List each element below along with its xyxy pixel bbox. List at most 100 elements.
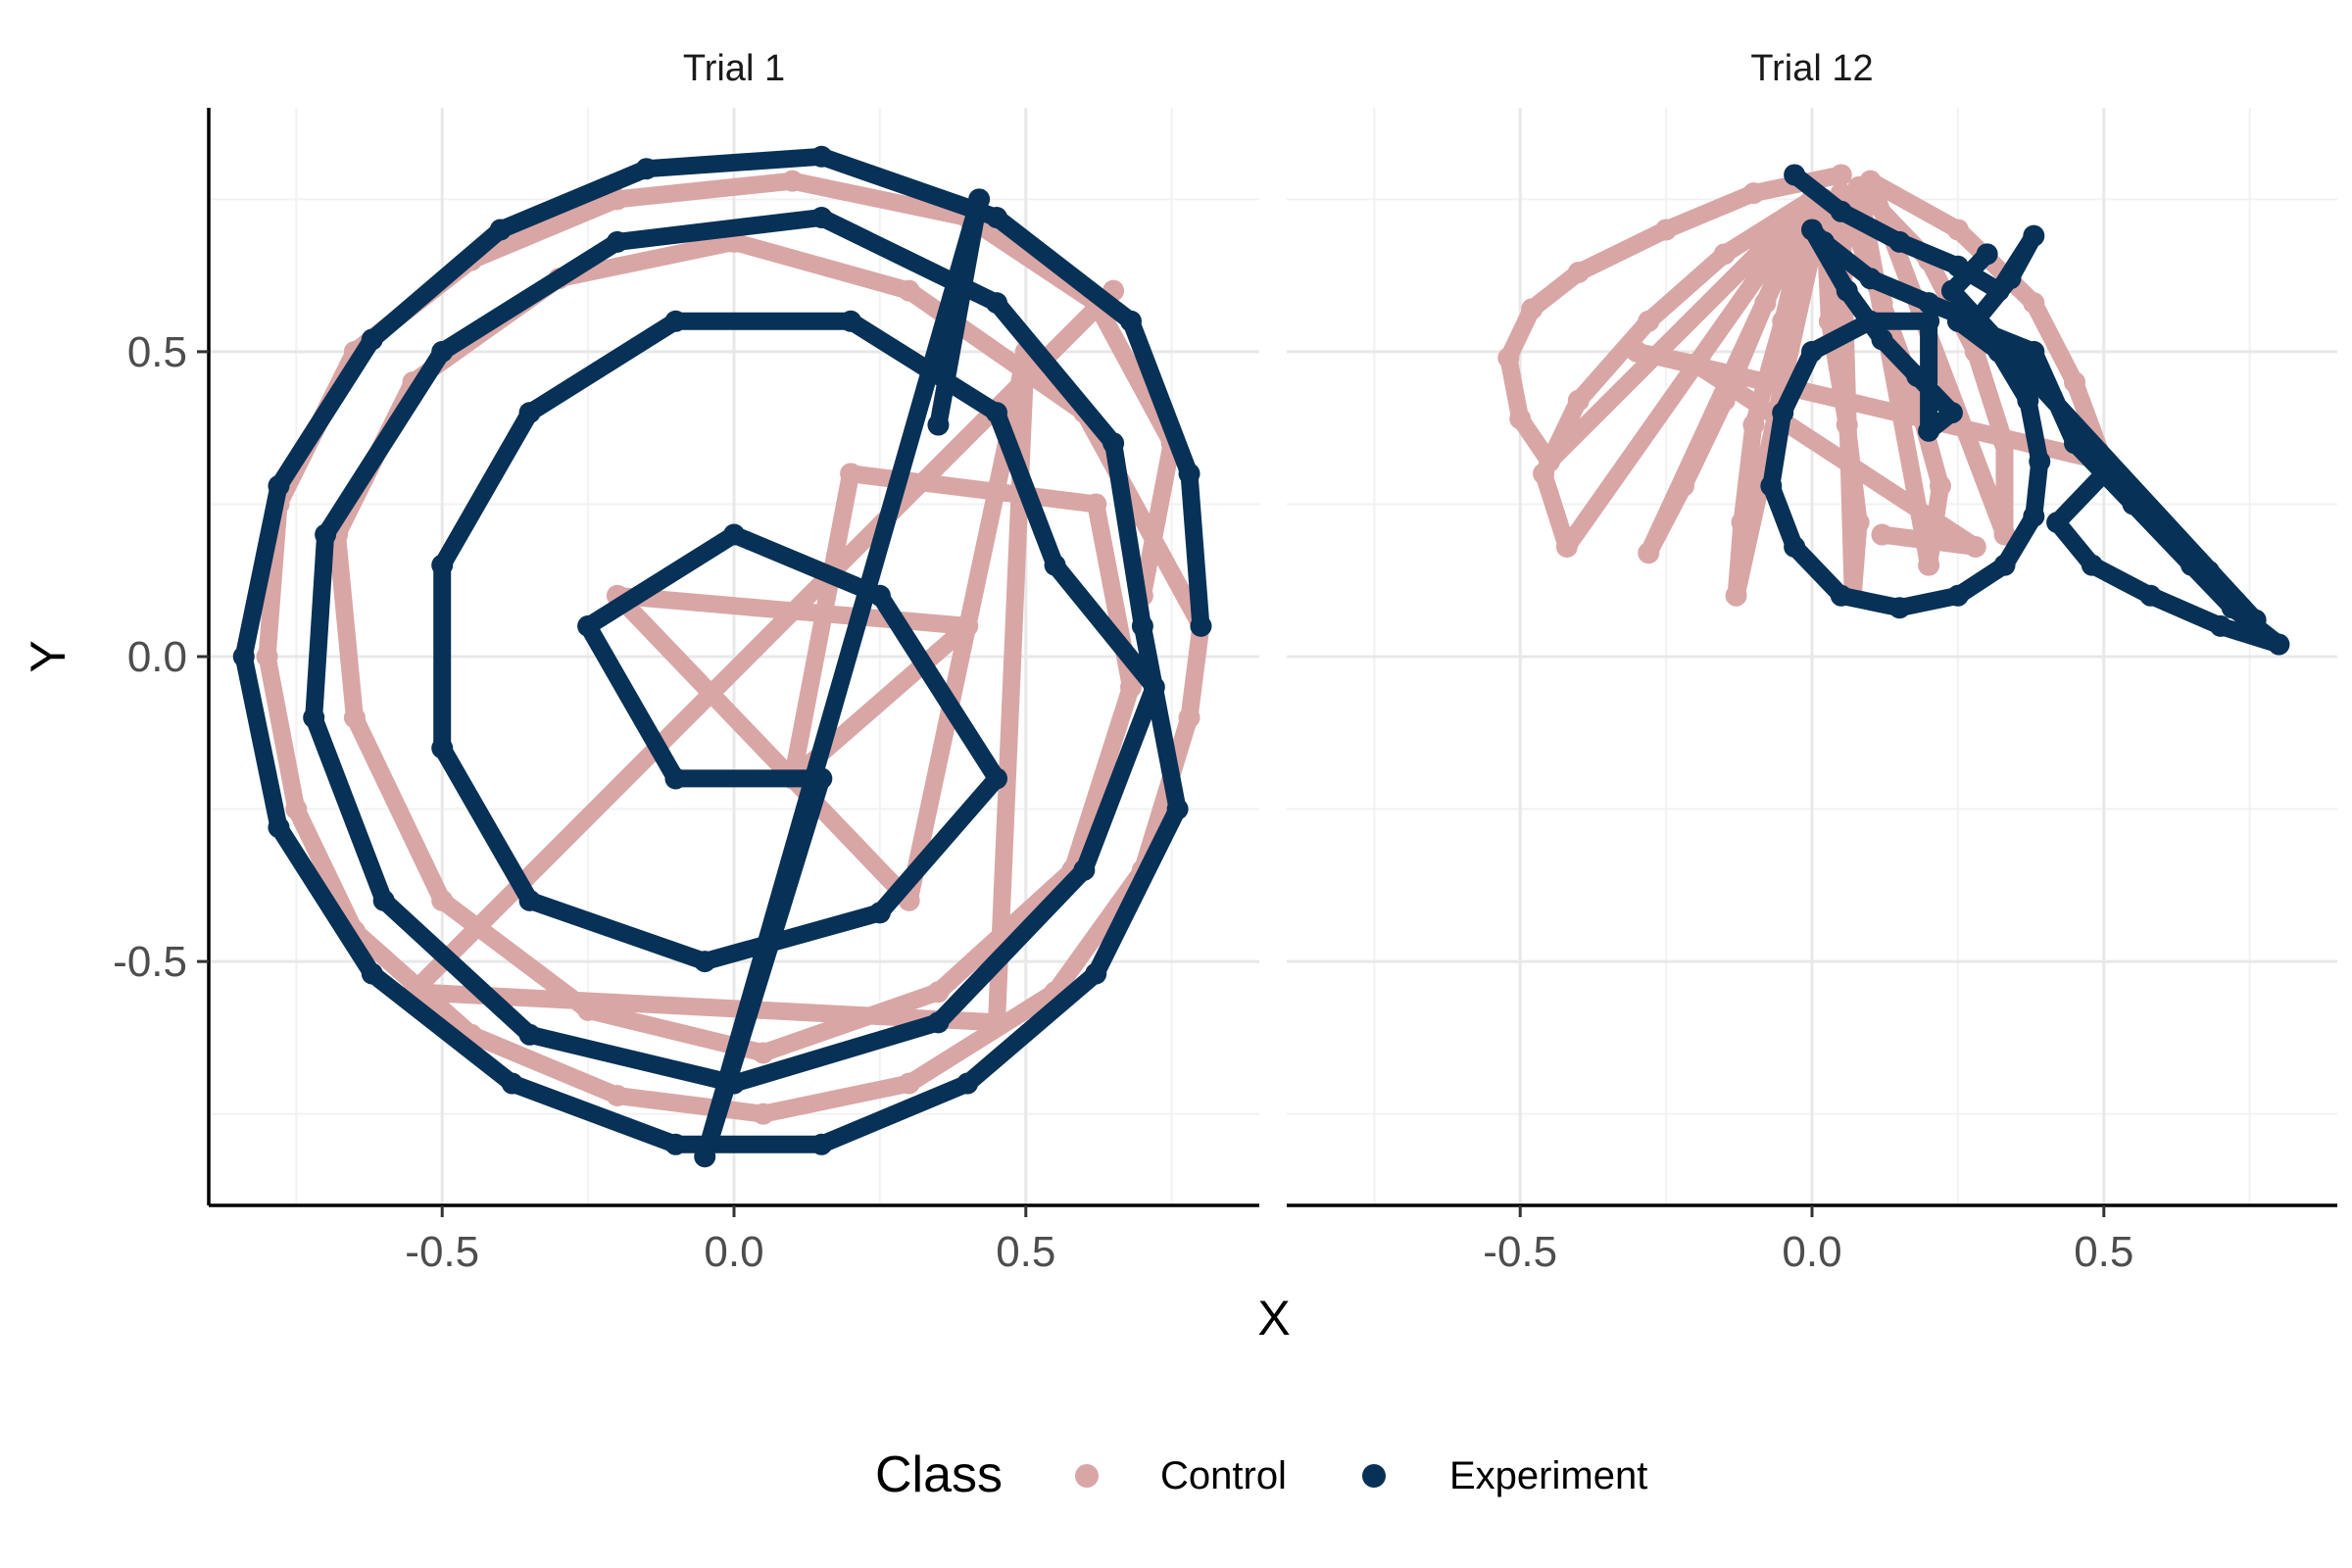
point-experiment: [868, 584, 891, 607]
point-experiment: [810, 207, 833, 228]
point-control: [1684, 353, 1706, 375]
point-experiment: [2180, 554, 2203, 576]
point-control: [1178, 707, 1200, 729]
point-experiment: [361, 962, 383, 985]
point-experiment: [2197, 560, 2220, 582]
legend-key-control: [1075, 1464, 1099, 1488]
point-experiment: [986, 292, 1007, 315]
point-experiment: [635, 158, 658, 180]
x-tick-label: 0.5: [996, 1228, 1055, 1276]
point-experiment: [2023, 340, 2045, 363]
point-experiment: [1918, 419, 1940, 442]
point-control: [840, 463, 862, 485]
point-experiment: [810, 145, 833, 168]
point-experiment: [431, 340, 454, 363]
point-experiment: [840, 310, 862, 332]
point-experiment: [501, 1072, 523, 1095]
point-control: [752, 1042, 774, 1064]
point-experiment: [1830, 584, 1852, 607]
point-experiment: [1859, 310, 1882, 332]
point-control: [431, 889, 454, 911]
point-experiment: [956, 1072, 979, 1095]
legend-title: Class: [875, 1446, 1003, 1503]
point-experiment: [606, 230, 628, 253]
point-experiment: [1918, 310, 1940, 332]
facet-panel-trial-12: Trial 12 -0.5 0.0 0.5: [1287, 48, 2337, 1276]
point-control: [1713, 389, 1736, 412]
point-experiment: [1784, 536, 1806, 558]
legend: Class Control Experiment: [875, 1446, 1647, 1503]
point-experiment: [1102, 432, 1125, 455]
point-experiment: [1784, 164, 1806, 186]
point-experiment: [1801, 340, 1823, 363]
point-control: [1830, 164, 1852, 186]
point-experiment: [1940, 279, 1963, 302]
point-experiment: [518, 402, 541, 424]
point-control: [1555, 536, 1578, 558]
point-control: [781, 170, 804, 192]
x-tick-label: 0.0: [1782, 1228, 1841, 1276]
point-experiment: [431, 737, 454, 760]
point-experiment: [2092, 463, 2115, 485]
point-experiment: [2029, 450, 2051, 472]
point-experiment: [1888, 230, 1911, 253]
point-control: [1871, 523, 1893, 546]
point-experiment: [577, 614, 600, 637]
trajectory-control: [1499, 166, 2113, 605]
point-control: [1742, 182, 1765, 205]
point-control: [1918, 554, 1940, 576]
point-experiment: [968, 188, 991, 211]
point-experiment: [1999, 268, 2022, 290]
point-experiment: [1131, 614, 1153, 637]
point-control: [1772, 310, 1794, 332]
point-experiment: [268, 474, 290, 497]
point-control: [1567, 389, 1590, 412]
point-experiment: [1143, 676, 1165, 699]
point-experiment: [1987, 340, 2010, 363]
point-experiment: [1859, 268, 1882, 290]
point-experiment: [489, 219, 512, 241]
point-experiment: [1119, 310, 1142, 332]
axes: -0.5 0.0 0.5 -0.5 0.0 0.5: [113, 108, 1259, 1276]
point-experiment: [1190, 614, 1212, 637]
point-experiment: [1946, 584, 1969, 607]
point-experiment: [2209, 614, 2231, 637]
facet-title-trial-1: Trial 1: [683, 48, 785, 89]
y-tick-label: 0.0: [127, 633, 187, 681]
x-tick-label: 0.0: [704, 1228, 763, 1276]
scatter-points: [1497, 164, 2290, 656]
point-experiment: [372, 889, 395, 911]
point-control: [1964, 536, 1986, 558]
point-experiment: [1946, 310, 1969, 332]
x-tick-label: -0.5: [1483, 1228, 1557, 1276]
point-control: [1085, 493, 1107, 515]
point-control: [898, 1072, 920, 1095]
point-experiment: [1940, 402, 1963, 424]
point-experiment: [1085, 962, 1107, 985]
legend-key-experiment: [1362, 1464, 1386, 1488]
point-experiment: [2151, 512, 2174, 534]
point-control: [1521, 298, 1544, 320]
point-experiment: [2221, 597, 2243, 619]
point-control: [1509, 408, 1532, 430]
point-experiment: [810, 1133, 833, 1155]
point-experiment: [1964, 310, 1986, 332]
point-experiment: [810, 767, 833, 790]
legend-label-experiment: Experiment: [1449, 1454, 1647, 1497]
point-experiment: [1073, 858, 1096, 881]
point-experiment: [694, 1146, 716, 1168]
point-experiment: [1772, 402, 1794, 424]
point-experiment: [431, 554, 454, 576]
point-control: [1655, 219, 1678, 241]
point-control: [752, 1102, 774, 1125]
point-control: [898, 279, 920, 302]
point-experiment: [1918, 292, 1940, 315]
point-control: [1672, 474, 1694, 497]
x-axis-title: X: [1257, 1291, 1290, 1346]
point-experiment: [361, 328, 383, 351]
scatter-points: [232, 145, 1212, 1168]
point-control: [606, 188, 628, 211]
point-experiment: [518, 889, 541, 911]
point-experiment: [1871, 328, 1893, 351]
point-control: [1742, 414, 1765, 436]
